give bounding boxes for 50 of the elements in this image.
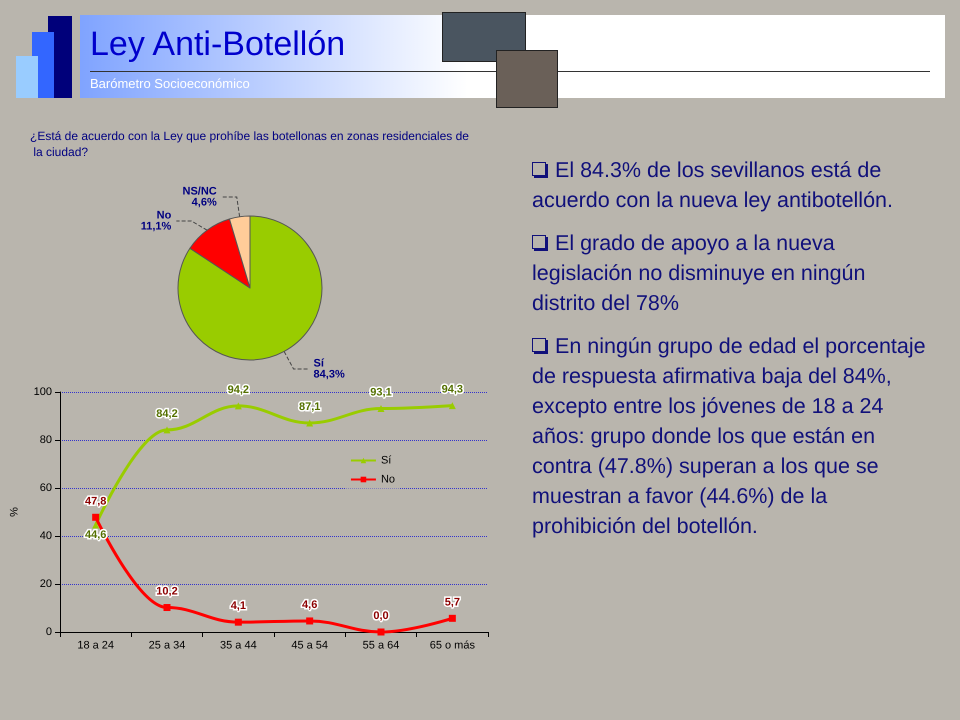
y-tick-label: 100 xyxy=(34,386,52,398)
y-tick-label: 60 xyxy=(40,482,52,494)
point xyxy=(306,419,314,426)
x-tick-label: 45 a 54 xyxy=(291,640,328,652)
chart-title: ¿Está de acuerdo con la Ley que prohíbe las botellonas en zonas residenciales de la ciudad? xyxy=(30,129,470,159)
legend-label: No xyxy=(380,474,395,486)
data-label: 84,3% xyxy=(314,368,345,381)
text: Barómetro Socioeconómico xyxy=(90,76,250,91)
slice-label: No xyxy=(156,209,172,222)
x-tick-label: 65 o más xyxy=(430,640,476,652)
point xyxy=(378,405,384,412)
point xyxy=(92,514,100,521)
y-tick-label: 40 xyxy=(40,530,52,542)
legend-label: Sí xyxy=(380,454,392,466)
point xyxy=(234,618,242,626)
data-label: 5,7 xyxy=(444,596,460,608)
point xyxy=(448,614,456,622)
data-label: 94,3 xyxy=(442,384,464,396)
data-label: 4,6% xyxy=(192,196,217,208)
x-tick-label: 18 a 24 xyxy=(77,640,114,652)
data-label: 47,8 xyxy=(84,495,106,508)
data-label: 10,2 xyxy=(156,586,178,598)
y-tick-label: 80 xyxy=(40,434,52,446)
text: El 84.3% de los sevillanos está de acuerdo con la nueva ley antibotellón. xyxy=(532,158,893,212)
data-label: 87,1 xyxy=(298,400,320,413)
data-label: 94,2 xyxy=(228,384,250,396)
data-label: 84,2 xyxy=(156,408,178,420)
point xyxy=(448,402,456,410)
slice-label: NS/NC xyxy=(182,185,217,198)
y-tick-label: 20 xyxy=(40,578,52,590)
x-tick-label: 35 a 44 xyxy=(220,640,257,652)
text: En ningún grupo de edad el porcentaje de respuesta afirmativa baja del 84%, excepto entre los jóvenes de 18 a 24 años: grupo donde los que están en contra (47.8%) superan a los que se muestran a favor (44.6%) de la prohibición del botellón. xyxy=(532,334,926,538)
data-label: 0,0 xyxy=(373,610,389,622)
point xyxy=(164,426,170,434)
point xyxy=(378,628,384,636)
point xyxy=(234,402,242,410)
x-tick-label: 55 a 64 xyxy=(362,640,400,652)
x-tick-label: 25 a 34 xyxy=(148,640,186,652)
data-label: 11,1% xyxy=(140,220,172,232)
point xyxy=(92,521,100,528)
data-label: 4,6 xyxy=(302,598,318,611)
y-axis-title: % xyxy=(8,506,20,517)
y-tick-label: 0 xyxy=(46,626,52,638)
data-label: 4,1 xyxy=(230,600,246,612)
slice-label: Sí xyxy=(314,358,325,370)
text: Ley Anti-Botellón xyxy=(90,25,346,64)
point xyxy=(164,604,170,612)
text: El grado de apoyo a la nueva legislación no disminuye en ningún distrito del 78% xyxy=(532,231,866,315)
data-label: 93,1 xyxy=(370,386,392,399)
point xyxy=(306,617,314,624)
